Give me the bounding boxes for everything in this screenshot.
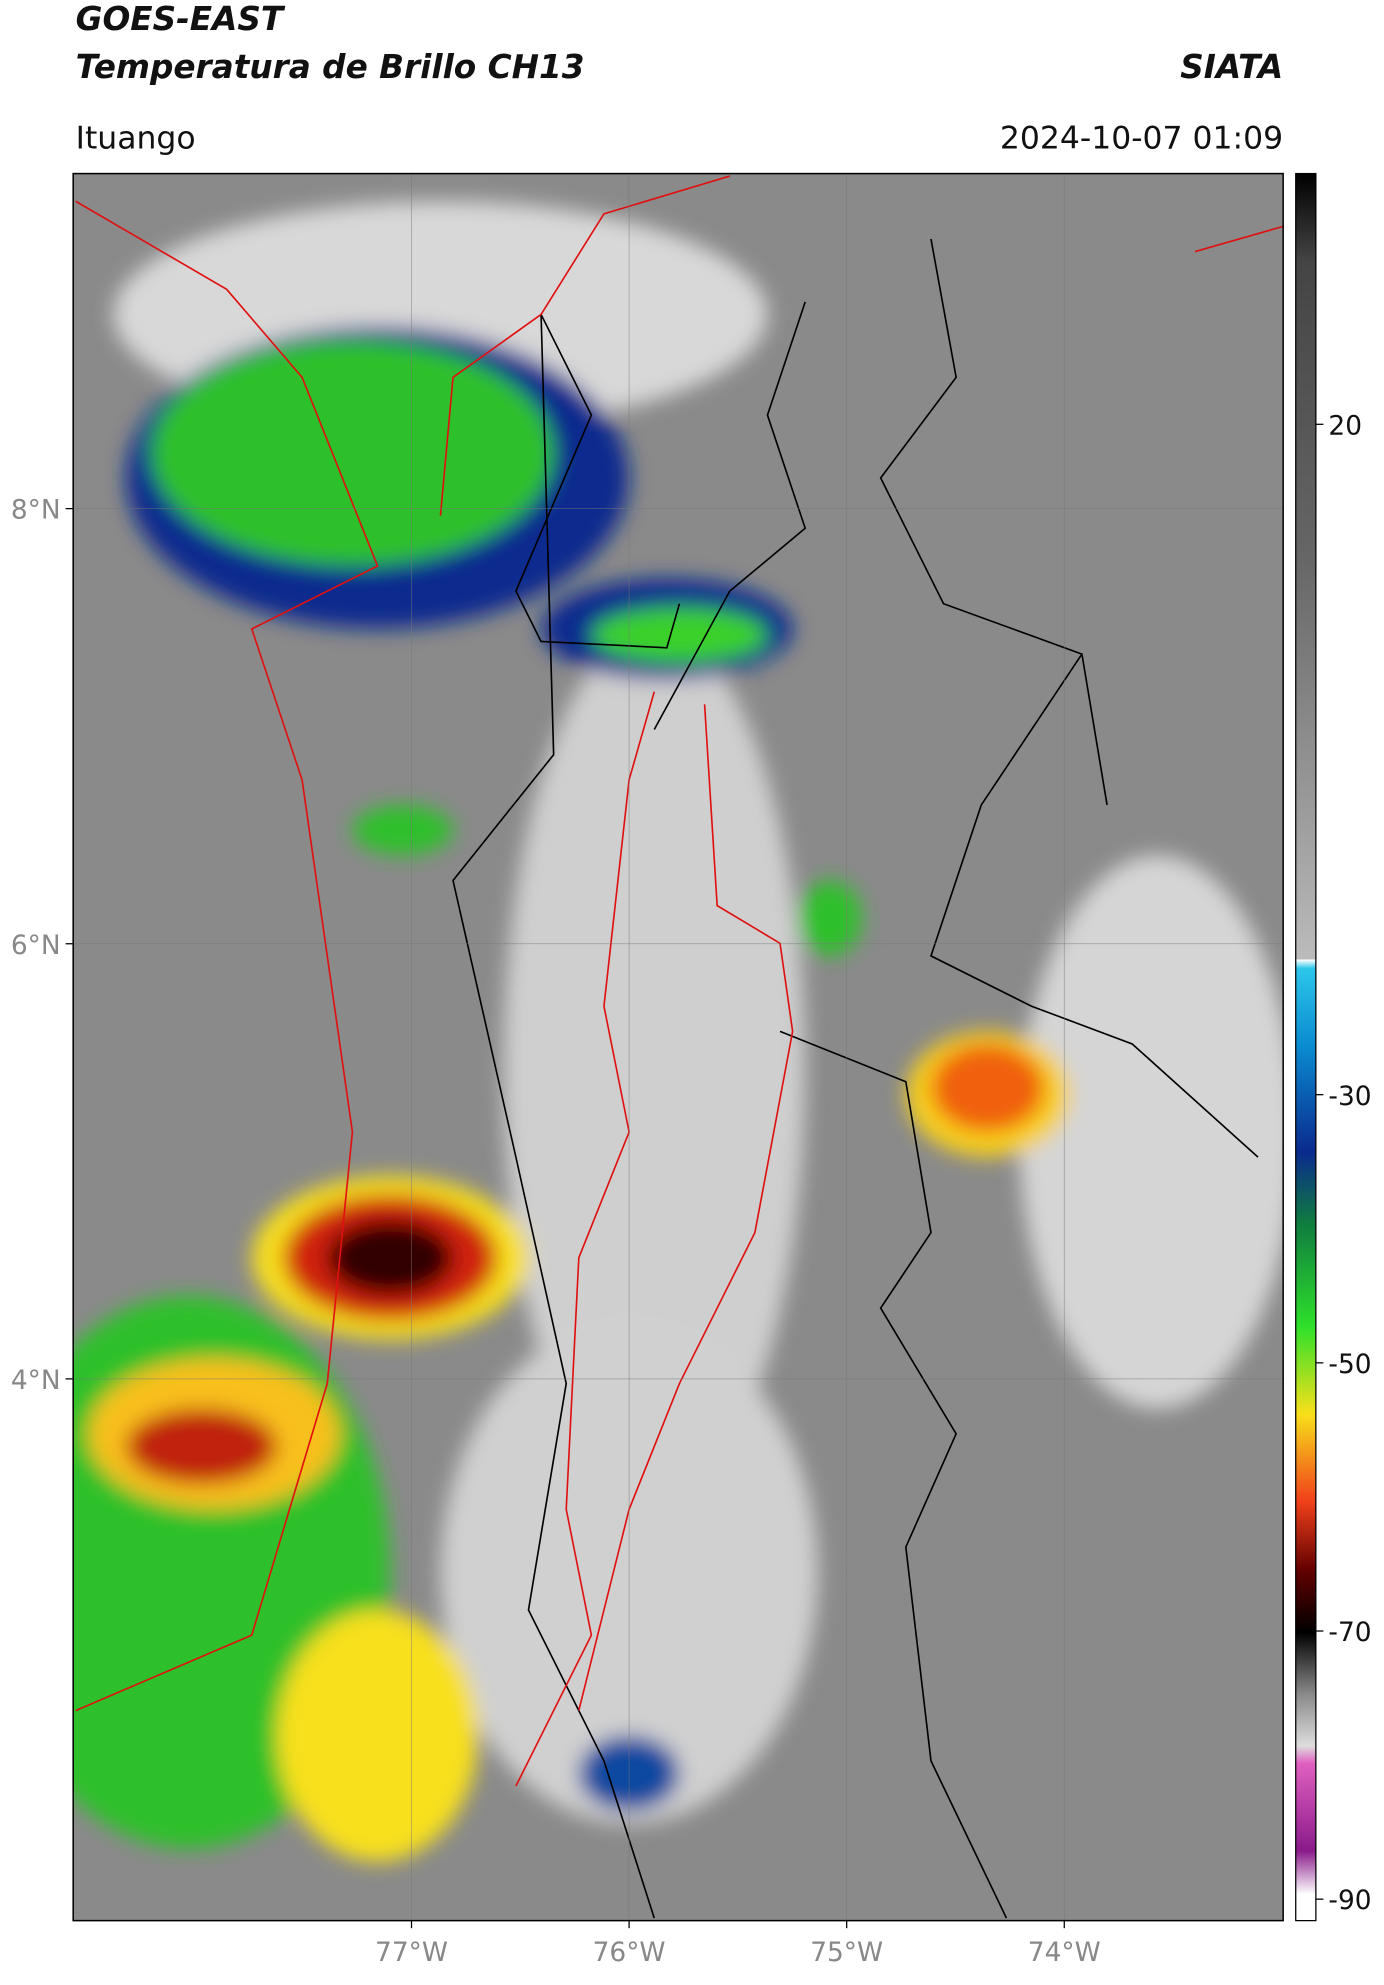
colorbar-tick-label: -30 <box>1328 1081 1371 1112</box>
source: SIATA <box>1180 48 1283 86</box>
map-frame <box>72 172 1284 1922</box>
location: Ituango <box>76 120 196 156</box>
colorbar-tick-label: -70 <box>1328 1617 1371 1648</box>
x-tick-label: 77°W <box>375 1937 448 1968</box>
satellite-image <box>73 173 1284 1921</box>
x-tick-label: 76°W <box>593 1937 666 1968</box>
datetime: 2024-10-07 01:09 <box>1000 120 1283 156</box>
colorbar-tick-label: -50 <box>1328 1349 1371 1380</box>
y-tick-label: 4°N <box>11 1365 61 1396</box>
y-tick-label: 6°N <box>11 930 61 961</box>
x-tick-label: 75°W <box>810 1937 883 1968</box>
colorbar-tick-label: 20 <box>1328 410 1362 441</box>
y-tick-label: 8°N <box>11 495 61 526</box>
colorbar-tick-label: -90 <box>1328 1885 1371 1916</box>
x-tick-label: 74°W <box>1028 1937 1101 1968</box>
subtitle: Temperatura de Brillo CH13 <box>76 48 585 86</box>
title: GOES-EAST <box>76 0 286 38</box>
colorbar <box>1295 172 1317 1922</box>
